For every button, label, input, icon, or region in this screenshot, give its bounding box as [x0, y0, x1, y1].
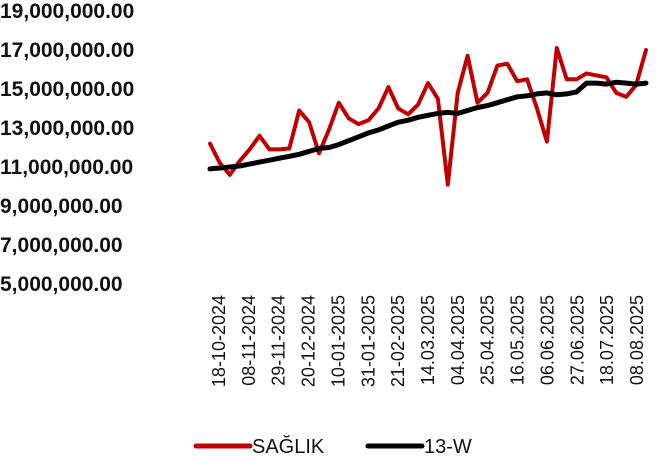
y-tick-label: 17,000,000.00: [0, 39, 134, 62]
y-tick-label: 11,000,000.00: [0, 156, 133, 179]
x-tick-label: 31-01-2025: [358, 295, 378, 387]
legend-label: SAĞLIK: [252, 435, 325, 458]
legend-item-13w: 13-W: [365, 436, 472, 458]
x-tick-label: 18-10-2024: [209, 295, 229, 387]
x-tick-label: 27.06.2025: [567, 295, 587, 385]
x-tick-label: 21-02-2025: [388, 295, 408, 387]
x-tick-label: 04.04.2025: [448, 295, 468, 385]
x-tick-label: 06.06.2025: [537, 295, 557, 385]
y-tick-label: 5,000,000.00: [0, 273, 123, 296]
x-tick-label: 29-11-2024: [269, 295, 289, 386]
legend-item-saglik: SAĞLIK: [193, 435, 325, 458]
y-axis: 5,000,000.00 7,000,000.00 9,000,000.00 11,0…: [0, 0, 134, 296]
series-line-saglik: [208, 46, 648, 187]
x-tick-label: 14.03.2025: [418, 295, 438, 385]
plot-area: [207, 46, 649, 187]
series-line-13w: [207, 79, 649, 172]
x-tick-label: 20-12-2024: [299, 295, 319, 387]
x-tick-label: 16.05.2025: [508, 295, 528, 385]
legend-label: 13-W: [424, 436, 472, 458]
x-tick-label: 08.08.2025: [627, 295, 647, 385]
x-tick-label: 25.04.2025: [478, 295, 498, 385]
legend: SAĞLIK 13-W: [193, 435, 472, 458]
y-tick-label: 15,000,000.00: [0, 78, 134, 101]
x-tick-label: 08-11-2024: [239, 295, 259, 386]
x-tick-label: 10-01-2025: [328, 295, 348, 387]
y-tick-label: 19,000,000.00: [0, 0, 134, 23]
x-tick-label: 18.07.2025: [597, 295, 617, 385]
y-tick-label: 9,000,000.00: [0, 195, 123, 218]
x-axis: 18-10-2024 08-11-2024 29-11-2024 20-12-2024…: [209, 295, 647, 387]
y-tick-label: 7,000,000.00: [0, 234, 123, 257]
y-tick-label: 13,000,000.00: [0, 117, 134, 140]
